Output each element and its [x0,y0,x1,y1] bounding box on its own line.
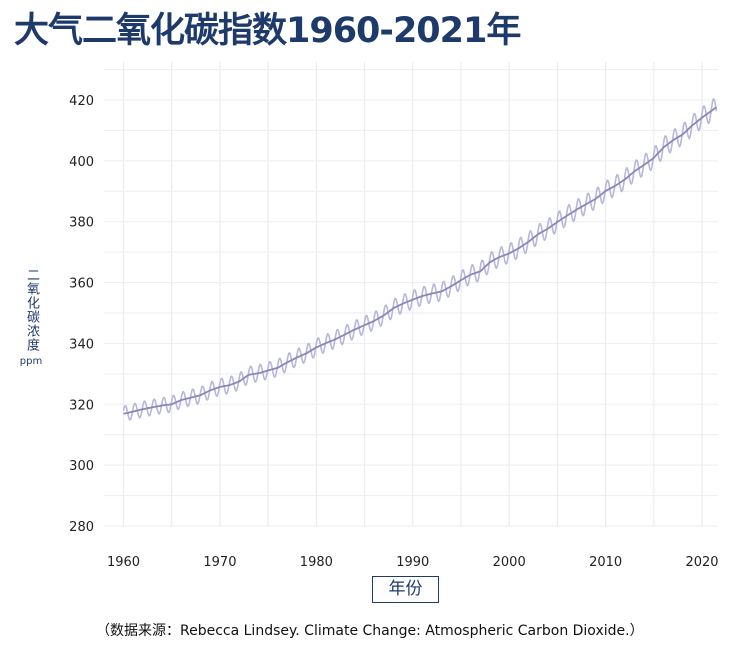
x-tick-label: 2010 [589,555,622,570]
y-tick-label: 340 [69,337,94,352]
y-tick-label: 300 [69,459,94,474]
y-axis-label: 二氧化碳浓度 ppm [14,268,48,368]
series-line-trend [123,106,718,415]
x-tick-label: 2000 [493,555,526,570]
y-axis-ticks: 280 300 320 340 360 380 400 420 [69,94,94,535]
y-tick-label: 380 [69,216,94,231]
x-tick-label: 2020 [685,555,718,570]
y-tick-label: 320 [69,398,94,413]
y-tick-label: 420 [69,94,94,109]
y-tick-label: 280 [69,520,94,535]
x-axis-title: 年份 [372,576,439,603]
y-axis-unit: ppm [19,356,43,367]
grid [104,62,718,527]
x-tick-label: 1980 [300,555,333,570]
x-tick-label: 1960 [107,555,140,570]
series-line-monthly [122,98,718,421]
x-tick-label: 1990 [396,555,429,570]
source-note: （数据来源：Rebecca Lindsey. Climate Change: A… [96,623,644,639]
y-tick-label: 400 [69,155,94,170]
y-tick-label: 360 [69,277,94,292]
y-axis-title: 二氧化碳浓度 [24,268,39,352]
x-tick-label: 1970 [203,555,236,570]
x-axis-ticks: 1960 1970 1980 1990 2000 2010 2020 [107,555,719,570]
chart-title: 大气二氧化碳指数1960-2021年 [14,11,521,51]
